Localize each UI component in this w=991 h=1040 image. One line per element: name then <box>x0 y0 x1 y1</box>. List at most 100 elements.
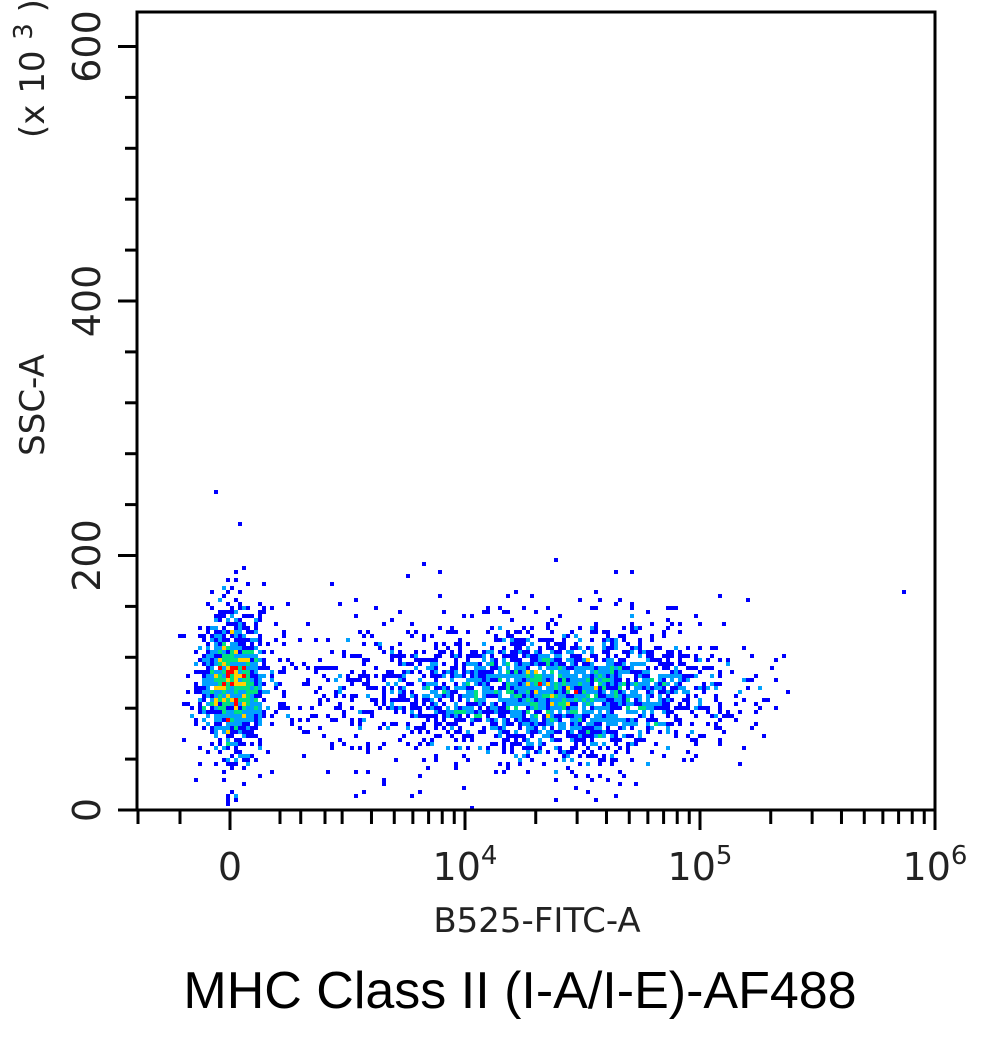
density-dot <box>230 762 234 766</box>
density-dot <box>518 642 522 646</box>
density-dot <box>414 654 418 658</box>
density-dot <box>526 754 530 758</box>
density-dot <box>574 690 578 694</box>
density-dot <box>234 650 238 654</box>
density-dot <box>422 686 426 690</box>
density-dot <box>378 646 382 650</box>
density-dot <box>402 694 406 698</box>
density-dot <box>438 594 442 598</box>
density-dot <box>218 702 222 706</box>
density-dot <box>530 670 534 674</box>
density-dot <box>558 746 562 750</box>
density-dot <box>254 694 258 698</box>
density-dot <box>546 714 550 718</box>
density-dot <box>630 602 634 606</box>
density-dot <box>686 706 690 710</box>
density-dot <box>474 694 478 698</box>
density-dot <box>462 710 466 714</box>
density-dot <box>578 658 582 662</box>
density-dot <box>634 738 638 742</box>
density-dot <box>478 678 482 682</box>
density-dot <box>598 726 602 730</box>
density-dot <box>254 718 258 722</box>
density-dot <box>642 738 646 742</box>
density-dot <box>378 642 382 646</box>
density-dot <box>478 718 482 722</box>
density-dot <box>742 746 746 750</box>
density-dot <box>226 738 230 742</box>
density-dot <box>194 718 198 722</box>
density-dot <box>554 746 558 750</box>
density-dot <box>466 710 470 714</box>
density-dot <box>318 702 322 706</box>
density-dot <box>234 746 238 750</box>
density-dot <box>350 694 354 698</box>
density-dot <box>258 634 262 638</box>
density-dot <box>226 666 230 670</box>
density-dot <box>586 762 590 766</box>
density-dot <box>222 698 226 702</box>
density-dot <box>474 666 478 670</box>
density-dot <box>226 646 230 650</box>
density-dot <box>242 638 246 642</box>
density-dot <box>666 702 670 706</box>
density-dot <box>242 690 246 694</box>
density-dot <box>594 678 598 682</box>
density-dot <box>594 726 598 730</box>
density-dot <box>554 738 558 742</box>
density-dot <box>374 666 378 670</box>
density-dot <box>622 690 626 694</box>
density-dot <box>606 634 610 638</box>
density-dot <box>422 658 426 662</box>
density-dot <box>362 670 366 674</box>
density-dot <box>694 742 698 746</box>
density-dot <box>358 726 362 730</box>
density-dot <box>334 706 338 710</box>
density-dot <box>342 714 346 718</box>
density-dot <box>230 642 234 646</box>
density-dot <box>490 674 494 678</box>
density-dot <box>270 722 274 726</box>
density-dot <box>582 650 586 654</box>
density-dot <box>422 562 426 566</box>
density-dot <box>674 646 678 650</box>
density-dot <box>526 678 530 682</box>
density-dot <box>242 702 246 706</box>
density-dot <box>558 706 562 710</box>
density-dot <box>558 666 562 670</box>
density-dot <box>242 674 246 678</box>
density-dot <box>518 734 522 738</box>
density-dot <box>390 706 394 710</box>
density-dot <box>598 730 602 734</box>
density-dot <box>214 718 218 722</box>
density-dot <box>242 654 246 658</box>
density-dot <box>202 638 206 642</box>
density-dot <box>470 674 474 678</box>
density-dot <box>242 782 246 786</box>
density-dot <box>510 638 514 642</box>
x-tick-label: 105 <box>668 841 733 889</box>
density-dot <box>246 730 250 734</box>
density-dot <box>498 710 502 714</box>
density-dot <box>218 742 222 746</box>
density-dot <box>178 634 182 638</box>
density-dot <box>570 686 574 690</box>
density-dot <box>610 638 614 642</box>
density-dot <box>426 718 430 722</box>
density-dot <box>510 710 514 714</box>
density-dot <box>682 674 686 678</box>
density-dot <box>458 698 462 702</box>
density-dot <box>546 638 550 642</box>
density-dot <box>546 642 550 646</box>
density-dot <box>494 666 498 670</box>
density-dot <box>594 658 598 662</box>
density-dot <box>618 706 622 710</box>
density-dot <box>542 674 546 678</box>
density-dot <box>438 722 442 726</box>
density-dot <box>522 734 526 738</box>
density-dot <box>214 714 218 718</box>
density-dot <box>250 730 254 734</box>
density-dot <box>210 702 214 706</box>
density-dot <box>698 706 702 710</box>
density-dot <box>554 718 558 722</box>
